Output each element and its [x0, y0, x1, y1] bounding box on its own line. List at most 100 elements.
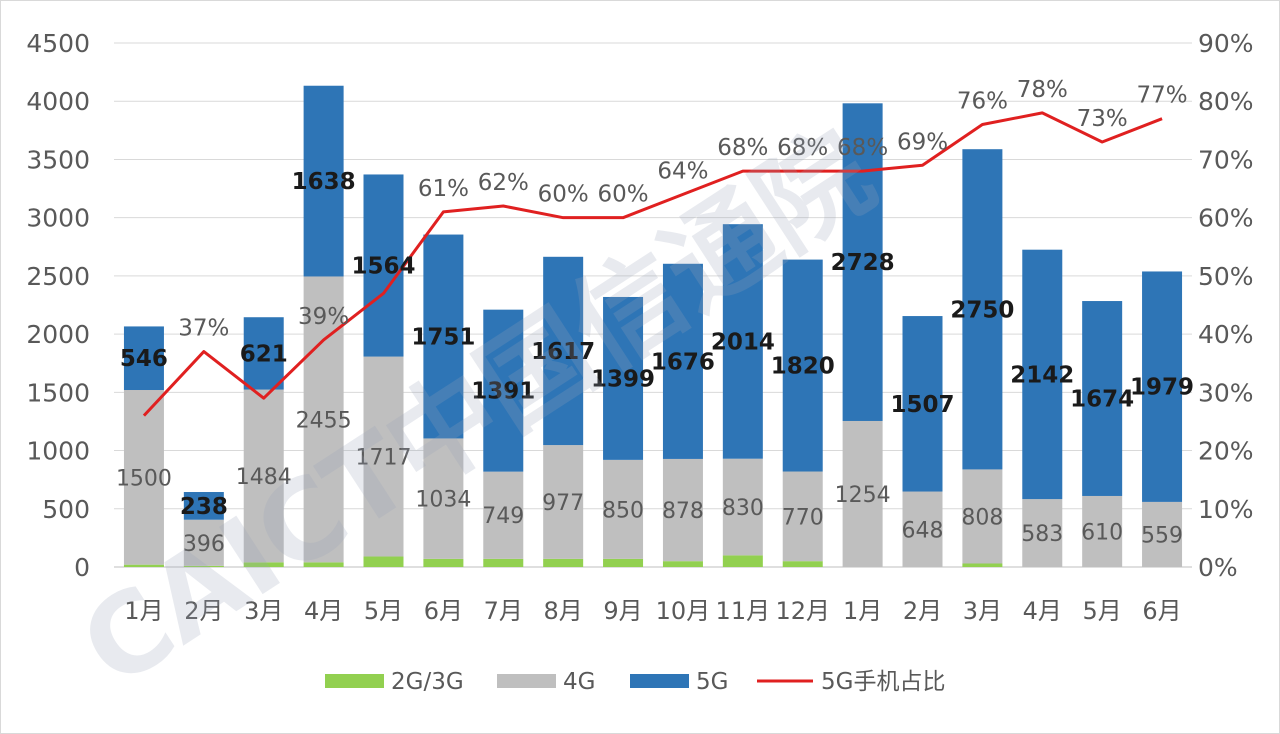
- label-share: 76%: [957, 89, 1008, 115]
- left-tick-label: 1000: [26, 437, 90, 466]
- bar-2g3g: [303, 562, 344, 567]
- legend: 2G/3G 4G 5G 5G手机占比: [325, 669, 945, 695]
- left-tick-label: 4500: [26, 29, 90, 58]
- label-4g: 1500: [116, 466, 172, 491]
- bar-4g: [303, 276, 344, 563]
- bar-4g: [722, 458, 763, 556]
- legend-label: 5G手机占比: [821, 669, 945, 695]
- right-tick-label: 90%: [1198, 29, 1254, 58]
- bar-5g: [842, 103, 883, 421]
- category-label: 4月: [304, 597, 343, 625]
- bar-4g: [842, 420, 883, 567]
- left-tick-label: 4000: [26, 87, 90, 116]
- left-tick-label: 2000: [26, 320, 90, 349]
- gridlines: [114, 42, 1192, 568]
- bar-5g: [603, 296, 644, 460]
- label-5g: 2014: [711, 329, 775, 355]
- label-4g: 559: [1141, 523, 1183, 548]
- bar-2g3g: [543, 558, 584, 567]
- category-label: 9月: [603, 597, 642, 625]
- label-4g: 1254: [835, 483, 891, 508]
- label-share: 62%: [478, 170, 529, 196]
- category-label: 7月: [484, 597, 523, 625]
- bar-2g3g: [243, 562, 284, 567]
- bar-5g: [363, 174, 404, 357]
- left-axis-ticks: 0 500 1000 1500 2000 2500 3000 3500 4000 4500: [26, 29, 90, 582]
- category-label: 1月: [843, 597, 882, 625]
- label-5g: 1564: [351, 254, 415, 280]
- bar-5g: [902, 316, 943, 492]
- category-label: 11月: [716, 597, 771, 625]
- label-5g: 546: [120, 346, 168, 372]
- bars: [123, 85, 1183, 567]
- right-tick-label: 40%: [1198, 320, 1254, 349]
- label-share: 61%: [418, 176, 469, 202]
- bar-4g: [423, 438, 464, 559]
- bar-4g: [662, 458, 703, 562]
- bar-5g: [782, 259, 823, 472]
- left-tick-label: 500: [42, 495, 90, 524]
- label-5g: 1507: [890, 392, 954, 418]
- bar-4g: [483, 471, 524, 559]
- right-tick-label: 20%: [1198, 437, 1254, 466]
- bar-4g: [363, 356, 404, 557]
- label-4g: 396: [183, 532, 225, 557]
- label-4g: 977: [542, 491, 584, 516]
- label-share: 68%: [717, 135, 768, 161]
- label-5g: 1391: [471, 379, 535, 405]
- bar-5g: [662, 263, 703, 459]
- label-share: 69%: [897, 129, 948, 155]
- right-axis-ticks: 0% 10% 20% 30% 40% 50% 60% 70% 80% 90%: [1198, 29, 1254, 582]
- bar-2g3g: [183, 565, 224, 567]
- bar-2g3g: [483, 558, 524, 567]
- bar-2g3g: [962, 563, 1003, 567]
- legend-swatch: [325, 674, 384, 688]
- label-5g: 1617: [531, 339, 595, 365]
- category-label: 3月: [963, 597, 1002, 625]
- bar-2g3g: [603, 558, 644, 567]
- bar-4g: [183, 519, 224, 566]
- label-4g: 1034: [415, 488, 471, 513]
- label-4g: 830: [722, 496, 764, 521]
- share-line: [142, 111, 1163, 417]
- label-4g: 808: [961, 505, 1003, 530]
- category-label: 1月: [124, 597, 163, 625]
- label-share: 68%: [837, 135, 888, 161]
- label-share: 37%: [178, 316, 229, 342]
- category-label: 10月: [656, 597, 711, 625]
- bar-4g: [1082, 495, 1123, 567]
- bar-5g: [423, 234, 464, 439]
- label-share: 77%: [1136, 83, 1187, 109]
- right-tick-label: 10%: [1198, 495, 1254, 524]
- bar-5g: [1142, 271, 1183, 502]
- bar-4g: [782, 471, 823, 562]
- label-5g: 621: [240, 341, 288, 367]
- right-tick-label: 60%: [1198, 204, 1254, 233]
- label-5g: 1751: [411, 324, 475, 350]
- data-labels: 1500 546 396 238 37% 1484 621 2455 1638 39% 1717 15…: [116, 77, 1194, 557]
- bar-4g: [603, 459, 644, 559]
- bar-4g: [243, 389, 284, 563]
- label-4g: 850: [602, 498, 644, 523]
- right-tick-label: 0%: [1198, 553, 1238, 582]
- label-4g: 878: [662, 499, 704, 524]
- bar-2g3g: [423, 558, 464, 567]
- label-4g: 610: [1081, 520, 1123, 545]
- label-5g: 1979: [1130, 375, 1194, 401]
- label-4g: 2455: [296, 408, 352, 433]
- label-5g: 2728: [831, 250, 895, 276]
- bar-2g3g: [722, 555, 763, 567]
- label-share: 73%: [1077, 106, 1128, 132]
- category-label: 6月: [1142, 597, 1181, 625]
- bar-4g: [543, 445, 584, 559]
- bar-4g: [902, 491, 943, 567]
- label-5g: 1820: [771, 354, 835, 380]
- label-4g: 1484: [236, 465, 292, 490]
- bar-2g3g: [123, 564, 164, 567]
- bar-5g: [962, 149, 1003, 470]
- legend-label: 2G/3G: [391, 669, 464, 695]
- category-label: 3月: [244, 597, 283, 625]
- category-label: 12月: [775, 597, 830, 625]
- category-label: 2月: [903, 597, 942, 625]
